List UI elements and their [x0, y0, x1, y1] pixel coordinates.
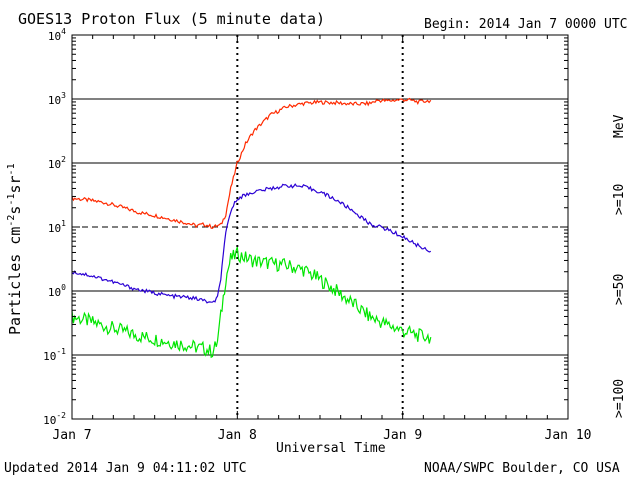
chart-title: GOES13 Proton Flux (5 minute data)	[18, 10, 325, 28]
y-tick-label-exponent: -2	[56, 411, 66, 420]
grid-lines	[72, 98, 568, 356]
y-tick-label-base: 10	[43, 350, 56, 363]
series-line-50-mev	[71, 183, 432, 304]
x-axis-label: Universal Time	[276, 441, 386, 456]
axis-ticks	[71, 34, 569, 420]
series-group	[71, 97, 432, 359]
x-tick-label: Jan 7	[52, 428, 91, 443]
energy-unit-label: MeV	[612, 114, 627, 138]
energy-label-1: >=10	[612, 184, 627, 215]
y-tick-label-base: 10	[48, 222, 61, 235]
y-axis-label-sup1: -2	[6, 215, 17, 227]
y-axis-label-mid1: s	[6, 206, 24, 215]
footer-updated: Updated 2014 Jan 9 04:11:02 UTC	[4, 461, 247, 476]
y-tick-label-exponent: -1	[56, 347, 66, 356]
footer-source: NOAA/SWPC Boulder, CO USA	[424, 461, 620, 476]
y-tick-label-base: 10	[48, 30, 61, 43]
y-tick-label: 104	[48, 27, 66, 43]
y-tick-label-base: 10	[48, 158, 61, 171]
series-line-10-mev	[71, 97, 432, 229]
y-tick-label-base: 10	[48, 286, 61, 299]
begin-label: Begin: 2014 Jan 7 0000 UTC	[424, 17, 628, 32]
energy-label-3: >=100	[612, 379, 627, 418]
y-tick-label: 10-1	[43, 347, 66, 363]
y-tick-label: 103	[48, 91, 66, 107]
x-tick-label: Jan 9	[383, 428, 422, 443]
y-axis-label-main: Particles cm	[6, 227, 24, 335]
y-tick-label: 10-2	[43, 411, 66, 427]
y-tick-label-exponent: 0	[61, 283, 66, 292]
x-tick-labels: Jan 7 Jan 8 Jan 9 Jan 10	[52, 428, 591, 443]
y-tick-label: 100	[48, 283, 66, 299]
y-axis-label: Particles cm-2s-1sr-1	[6, 163, 24, 335]
y-tick-label-base: 10	[43, 414, 56, 427]
series-line-100-mev	[71, 247, 432, 359]
y-tick-label-exponent: 4	[61, 27, 66, 36]
svg-text:Particles cm-2s-1sr-1: Particles cm-2s-1sr-1	[6, 163, 24, 335]
x-tick-label: Jan 8	[218, 428, 257, 443]
y-tick-label-exponent: 1	[61, 219, 66, 228]
y-tick-label: 101	[48, 219, 66, 235]
x-tick-label: Jan 10	[545, 428, 592, 443]
y-tick-label-exponent: 2	[61, 155, 66, 164]
y-axis-label-mid2: sr	[6, 175, 24, 193]
y-tick-label-exponent: 3	[61, 91, 66, 100]
y-axis-label-sup2: -1	[6, 194, 17, 206]
vertical-dotted-gridlines	[236, 35, 404, 419]
y-tick-label-base: 10	[48, 94, 61, 107]
y-tick-label: 102	[48, 155, 66, 171]
energy-label-2: >=50	[612, 274, 627, 305]
y-axis-label-sup3: -1	[6, 163, 17, 175]
energy-legend: >=10 MeV >=50 >=100	[612, 114, 627, 418]
